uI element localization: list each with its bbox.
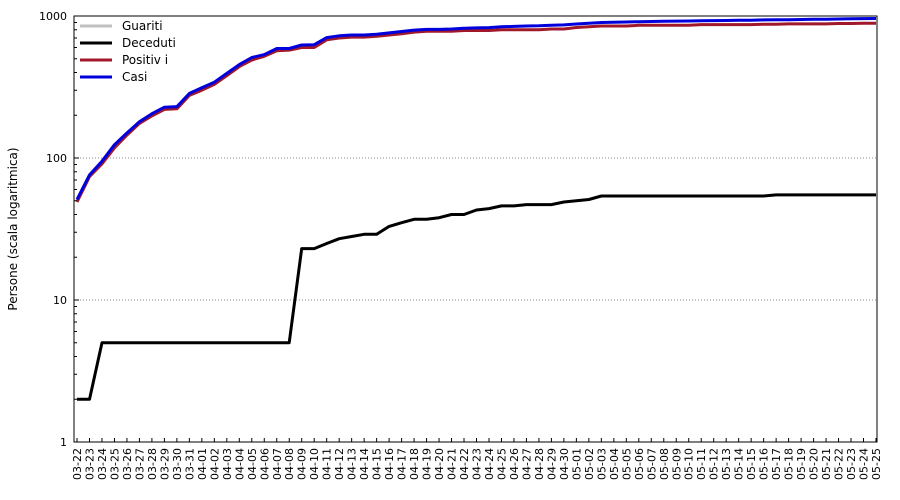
x-tick-label: 05-21 — [820, 448, 833, 480]
x-tick-label: 04-16 — [383, 448, 396, 480]
x-tick-label: 04-25 — [495, 448, 508, 480]
x-tick-label: 03-26 — [121, 448, 134, 480]
x-tick-label: 05-07 — [645, 448, 658, 480]
x-tick-label: 05-15 — [745, 448, 758, 480]
grid — [74, 157, 877, 301]
series-line-deceduti — [77, 193, 876, 401]
x-tick-label: 03-28 — [146, 448, 159, 480]
x-tick-label: 04-29 — [545, 448, 558, 480]
x-tick-label: 04-17 — [396, 448, 409, 480]
x-tick-label: 04-20 — [433, 448, 446, 480]
x-tick-label: 05-24 — [858, 448, 871, 480]
x-tick-label: 04-30 — [558, 448, 571, 480]
legend-label: Casi — [122, 70, 147, 84]
x-tick-label: 03-23 — [83, 448, 96, 480]
legend-label: Positiv i — [122, 53, 168, 67]
x-tick-label: 05-16 — [758, 448, 771, 480]
x-tick-label: 04-19 — [421, 448, 434, 480]
x-tick-label: 03-30 — [171, 448, 184, 480]
y-tick-label: 10 — [53, 294, 67, 307]
x-tick-label: 04-28 — [533, 448, 546, 480]
axes: 1 10 100 1000 03-22 03-23 03-24 03-25 03-26 03-27… — [39, 10, 883, 480]
x-tick-label: 04-02 — [208, 448, 221, 480]
x-tick-label: 05-18 — [783, 448, 796, 480]
x-tick-label: 05-23 — [845, 448, 858, 480]
y-tick-label: 1 — [60, 436, 67, 449]
x-tick-label: 04-07 — [271, 448, 284, 480]
x-tick-label: 04-01 — [196, 448, 209, 480]
x-tick-label: 04-03 — [221, 448, 234, 480]
legend: Guariti Deceduti Positiv i Casi — [80, 19, 176, 84]
plot-frame — [73, 15, 878, 443]
x-tick-label: 03-25 — [108, 448, 121, 480]
series-lines — [75, 17, 877, 401]
x-tick-label: 04-05 — [246, 448, 259, 480]
x-tick-label: 04-15 — [371, 448, 384, 480]
x-tick-label: 05-09 — [670, 448, 683, 480]
x-tick-label: 05-19 — [795, 448, 808, 480]
x-tick-label: 04-09 — [296, 448, 309, 480]
x-tick-label: 04-13 — [346, 448, 359, 480]
x-tick-label: 03-31 — [183, 448, 196, 480]
x-tick-label: 04-26 — [508, 448, 521, 480]
x-tick-label: 04-23 — [471, 448, 484, 480]
x-tick-label: 03-24 — [96, 448, 109, 480]
x-tick-label: 04-21 — [446, 448, 459, 480]
series-line-casi — [75, 17, 877, 201]
x-tick-label: 04-10 — [308, 448, 321, 480]
x-tick-label: 04-22 — [458, 448, 471, 480]
x-tick-label: 05-10 — [683, 448, 696, 480]
x-tick-label: 05-20 — [808, 448, 821, 480]
x-tick-label: 04-06 — [258, 448, 271, 480]
x-tick-label: 05-11 — [695, 448, 708, 480]
legend-label: Guariti — [122, 19, 163, 33]
x-tick-label: 04-14 — [358, 448, 371, 480]
x-tick-label: 05-02 — [583, 448, 596, 480]
x-tick-label: 05-22 — [833, 448, 846, 480]
x-tick-label: 05-17 — [770, 448, 783, 480]
x-tick-label: 05-08 — [658, 448, 671, 480]
x-tick-label: 05-06 — [633, 448, 646, 480]
x-tick-label: 05-03 — [595, 448, 608, 480]
y-axis-title: Persone (scala logaritmica) — [6, 147, 20, 310]
x-tick-label: 05-12 — [708, 448, 721, 480]
x-tick-label: 03-27 — [133, 448, 146, 480]
x-tick-label: 03-22 — [71, 448, 84, 480]
x-tick-label: 05-04 — [608, 448, 621, 480]
y-tick-label: 1000 — [39, 10, 67, 23]
x-tick-label: 04-08 — [283, 448, 296, 480]
series-line-positiv-i — [75, 21, 876, 203]
x-tick-label: 03-29 — [158, 448, 171, 480]
x-tick-label: 04-18 — [408, 448, 421, 480]
x-tick-label: 04-11 — [321, 448, 334, 480]
y-tick-label: 100 — [46, 152, 67, 165]
x-tick-label: 04-12 — [333, 448, 346, 480]
x-tick-label: 05-14 — [733, 448, 746, 480]
x-tick-label: 04-27 — [520, 448, 533, 480]
legend-label: Deceduti — [122, 36, 176, 50]
x-tick-label: 05-05 — [620, 448, 633, 480]
x-tick-label: 05-25 — [870, 448, 883, 480]
x-tick-label: 04-24 — [483, 448, 496, 480]
x-tick-label: 05-13 — [720, 448, 733, 480]
x-tick-label: 05-01 — [570, 448, 583, 480]
x-tick-label: 04-04 — [233, 448, 246, 480]
